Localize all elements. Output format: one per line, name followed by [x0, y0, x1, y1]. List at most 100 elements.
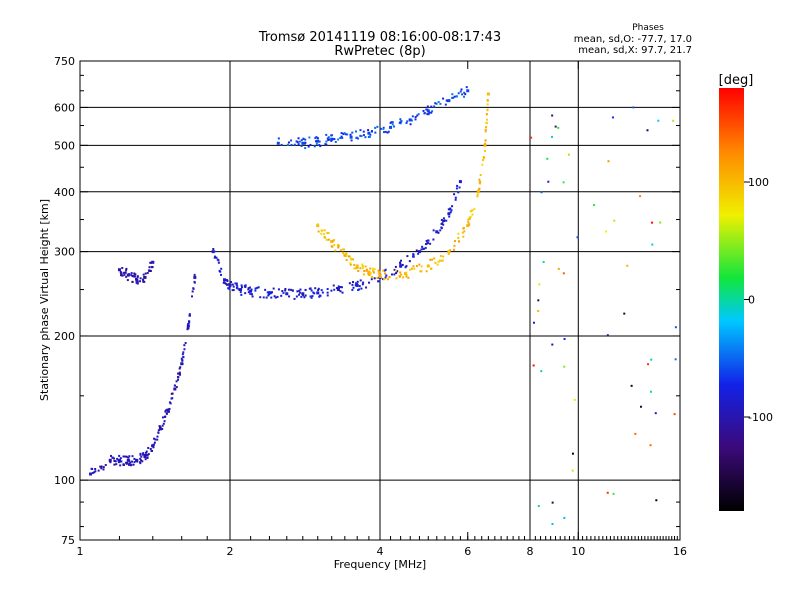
x-tick-label: 8 [527, 545, 534, 558]
noise-dot [530, 136, 533, 139]
scatter-dot [239, 291, 242, 294]
scatter-dot [448, 250, 451, 253]
scatter-dot [162, 422, 165, 425]
scatter-dot [447, 252, 450, 255]
noise-dot [630, 384, 633, 387]
scatter-dot [483, 142, 486, 145]
scatter-dot [481, 163, 484, 166]
y-tick-label: 600 [54, 101, 75, 114]
scatter-dot [270, 292, 273, 295]
scatter-dot [382, 131, 385, 134]
scatter-dot [420, 248, 423, 251]
scatter-dot [182, 356, 185, 359]
scatter-dot [333, 239, 336, 242]
scatter-dot [154, 438, 157, 441]
scatter-dot [250, 293, 253, 296]
scatter-dot [387, 278, 390, 281]
scatter-dot [485, 113, 488, 116]
scatter-dot [109, 461, 112, 464]
scatter-dot [318, 295, 321, 298]
scatter-dot [430, 267, 433, 270]
scatter-dot [133, 275, 136, 278]
plot-grid [80, 61, 680, 540]
scatter-dot [265, 296, 268, 299]
scatter-dot [341, 291, 344, 294]
colorbar-tick-label: -100 [748, 411, 773, 424]
x-tick-label: 2 [227, 545, 234, 558]
scatter-dot [122, 463, 125, 466]
scatter-dot [193, 280, 196, 283]
x-tick-label: 16 [673, 545, 687, 558]
scatter-dot [363, 270, 366, 273]
scatter-dot [91, 471, 94, 474]
scatter-dot [94, 470, 97, 473]
noise-dot [655, 499, 658, 502]
scatter-dot [434, 102, 437, 105]
scatter-dot [362, 281, 365, 284]
scatter-dot [452, 248, 455, 251]
scatter-dot [118, 454, 121, 457]
scatter-dot [445, 219, 448, 222]
scatter-dot [331, 138, 334, 141]
scatter-dot [214, 255, 217, 258]
scatter-dot [337, 138, 340, 141]
scatter-dot [399, 121, 402, 124]
scatter-dot [133, 457, 136, 460]
scatter-dot [339, 249, 342, 252]
scatter-dot [454, 196, 457, 199]
scatter-dot [455, 95, 458, 98]
data-point [285, 292, 289, 296]
scatter-dot [232, 289, 235, 292]
noise-dot [657, 119, 660, 122]
scatter-dot [344, 133, 347, 136]
scatter-dot [333, 138, 336, 141]
scatter-dot [187, 327, 190, 330]
data-point [89, 472, 93, 476]
data-point [367, 270, 371, 274]
scatter-dot [421, 245, 424, 248]
noise-dot [611, 116, 614, 119]
data-point [117, 458, 121, 462]
scatter-dot [125, 267, 128, 270]
scatter-dot [384, 130, 387, 133]
scatter-dot [359, 267, 362, 270]
scatter-dot [161, 427, 164, 430]
scatter-dot [342, 251, 345, 254]
y-tick-label: 500 [54, 139, 75, 152]
scatter-dot [379, 127, 382, 130]
scatter-dot [179, 366, 182, 369]
scatter-dot [159, 426, 162, 429]
scatter-dot [349, 133, 352, 136]
scatter-dot [443, 220, 446, 223]
scatter-dot [309, 143, 312, 146]
noise-dot [632, 106, 635, 109]
scatter-dot [236, 284, 239, 287]
noise-dot [540, 191, 543, 194]
scatter-dot [451, 93, 454, 96]
scatter-dot [362, 273, 365, 276]
noise-dot [672, 119, 675, 122]
scatter-dot [407, 276, 410, 279]
scatter-dot [416, 114, 419, 117]
scatter-dot [295, 140, 298, 143]
scatter-dot [351, 283, 354, 286]
scatter-dot [277, 288, 280, 291]
scatter-dot [249, 292, 252, 295]
scatter-dot [463, 95, 466, 98]
scatter-dot [414, 116, 417, 119]
noise-dot [623, 312, 626, 315]
noise-dot [537, 505, 540, 508]
scatter-dot [406, 120, 409, 123]
scatter-dot [420, 265, 423, 268]
scatter-dot [153, 441, 156, 444]
noise-dot [576, 236, 579, 239]
noise-dot [674, 358, 677, 361]
colorbar-tick-label: 100 [748, 176, 769, 189]
scatter-dot [247, 288, 250, 291]
noise-dot [542, 260, 545, 263]
scatter-dot [267, 294, 270, 297]
scatter-dot [337, 285, 340, 288]
scatter-dot [102, 466, 105, 469]
scatter-dot [479, 180, 482, 183]
scatter-dot [173, 388, 176, 391]
